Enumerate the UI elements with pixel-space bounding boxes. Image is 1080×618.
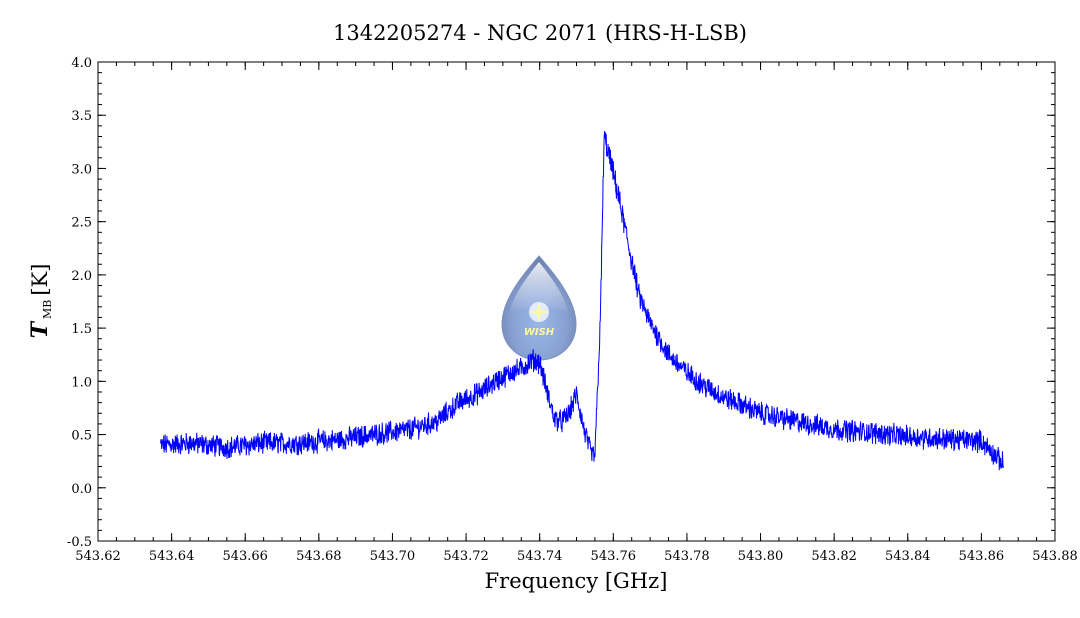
x-tick-label: 543.66 [222,549,268,564]
x-tick-label: 543.68 [296,549,342,564]
spectrum-line [160,131,1004,471]
x-tick-label: 543.62 [75,549,121,564]
x-tick-labels: 543.62 543.64 543.66 543.68 543.70 543.72 543.… [75,549,1078,564]
y-tick-label: 0.5 [71,429,92,444]
y-tick-labels: -0.5 0.0 0.5 1.0 1.5 2.0 2.5 3.0 3.5 4.0 [67,56,92,550]
x-tick-label: 543.88 [1032,549,1078,564]
y-tick-label: -0.5 [67,535,92,550]
y-tick-label: 3.0 [71,162,92,177]
x-tick-label: 543.76 [591,549,637,564]
y-tick-label: 2.5 [71,216,92,231]
x-axis-label: Frequency [GHz] [485,569,668,593]
y-tick-label: 0.0 [71,482,92,497]
x-tick-label: 543.74 [517,549,563,564]
x-tick-label: 543.72 [443,549,489,564]
y-tick-label: 1.5 [71,322,92,337]
y-axis-label: TMB [K] [27,264,54,339]
y-axis-label-unit: [K] [28,264,52,296]
wish-logo: WISH [501,255,577,361]
svg-text:TMB[K]: TMB [K] [27,264,54,339]
y-tick-label: 1.0 [71,375,92,390]
x-tick-label: 543.80 [738,549,784,564]
y-tick-label: 3.5 [71,109,92,124]
x-tick-label: 543.78 [664,549,710,564]
x-tick-label: 543.70 [370,549,416,564]
wish-logo-text: WISH [524,327,555,338]
y-axis-label-symbol: T [27,320,53,338]
x-tick-label: 543.82 [811,549,857,564]
axis-ticks [97,61,1056,542]
y-tick-label: 4.0 [71,56,92,71]
chart-title: 1342205274 - NGC 2071 (HRS-H-LSB) [333,21,747,45]
x-tick-label: 543.64 [149,549,195,564]
plot-frame [97,61,1056,542]
y-axis-label-subscript: MB [41,300,54,319]
x-tick-label: 543.84 [885,549,931,564]
y-tick-label: 2.0 [71,269,92,284]
x-tick-label: 543.86 [959,549,1005,564]
